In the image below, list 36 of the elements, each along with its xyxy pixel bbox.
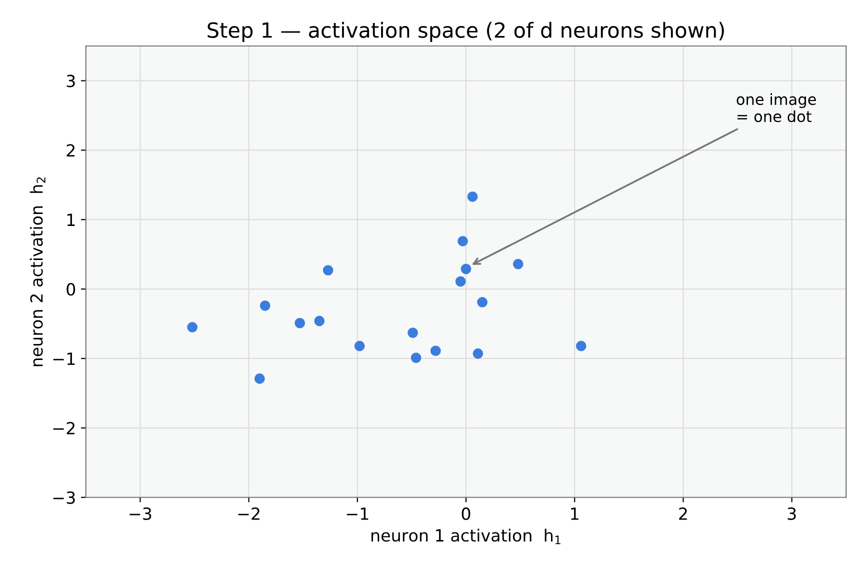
point: [430, 346, 441, 356]
point: [512, 258, 524, 270]
point: [408, 328, 418, 338]
x-tick-label: 1: [571, 508, 578, 520]
chart-title: Step 1 — activation space (2 of d neurons shown): [208, 22, 724, 42]
point: [314, 316, 325, 326]
y-tick-label: −3: [53, 491, 75, 504]
x-tick-label: 0: [462, 507, 470, 520]
point: [455, 276, 466, 287]
y-tick-label: −1: [53, 352, 75, 365]
point: [254, 373, 265, 384]
point: [260, 300, 270, 311]
y-tick-label: 0: [66, 283, 76, 296]
point: [472, 348, 484, 359]
point: [460, 264, 472, 274]
x-tick-label: −3: [130, 507, 152, 520]
point: [576, 340, 586, 352]
y-tick-label: 2: [66, 144, 75, 156]
point: [354, 340, 365, 352]
y-tick-label: 1: [67, 214, 75, 226]
x-tick-label: −1: [346, 508, 368, 520]
point: [467, 191, 478, 202]
point: [187, 322, 198, 332]
point: [477, 297, 488, 308]
x-axis-title: neuron 1 activation h$_{1}$: [372, 528, 560, 544]
point: [322, 265, 334, 276]
point: [458, 236, 468, 246]
point: [410, 352, 422, 363]
point: [294, 318, 306, 328]
x-tick-label: −2: [238, 507, 260, 520]
y-tick-label: 3: [66, 74, 75, 88]
annotation: one image = one dot: [736, 93, 816, 122]
x-tick-label: 3: [788, 507, 796, 520]
y-axis-title: neuron 2 activation h$_{2}$: [30, 177, 46, 366]
x-tick-label: 2: [679, 507, 687, 520]
y-tick-label: −2: [53, 422, 75, 434]
